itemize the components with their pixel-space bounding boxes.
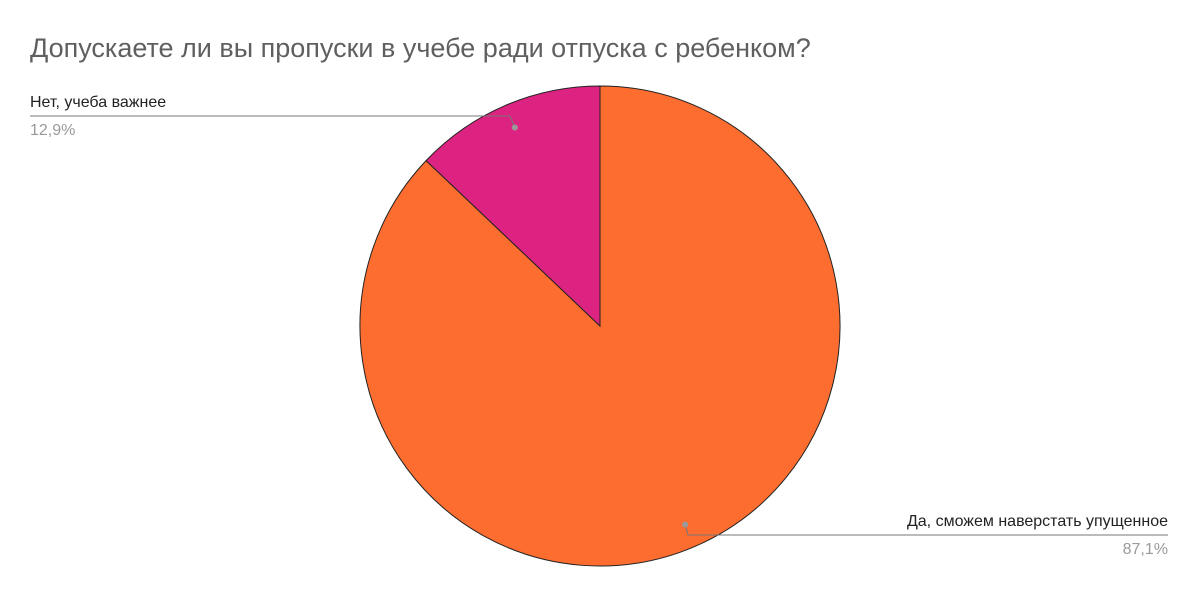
leader-dot xyxy=(511,124,518,131)
chart-title: Допускаете ли вы пропуски в учебе ради о… xyxy=(30,33,811,63)
slice-label: Да, сможем наверстать упущенное xyxy=(907,513,1168,530)
slice-label: Нет, учеба важнее xyxy=(30,94,166,111)
leader-dot xyxy=(682,521,689,528)
slice-value-label: 12,9% xyxy=(30,122,75,139)
pie-slice xyxy=(425,85,601,328)
slice-value-label: 87,1% xyxy=(1123,541,1168,558)
pie-slice xyxy=(359,85,841,567)
